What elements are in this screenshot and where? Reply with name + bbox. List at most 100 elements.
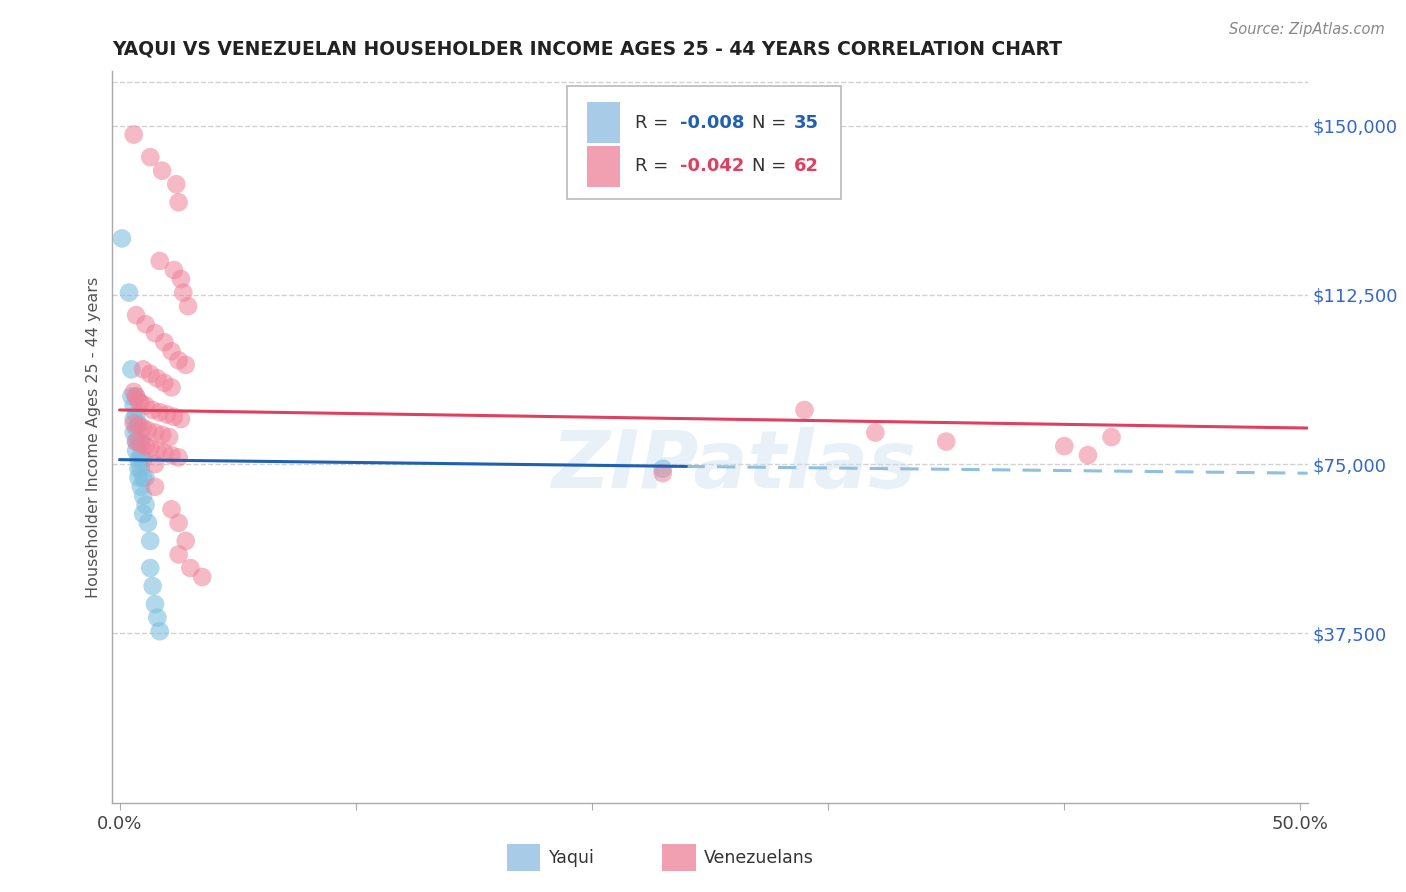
Point bbox=[1077, 448, 1099, 462]
Point bbox=[1053, 439, 1076, 453]
Point bbox=[132, 452, 155, 467]
Point bbox=[142, 403, 165, 417]
Point bbox=[127, 418, 149, 433]
Point bbox=[163, 263, 186, 277]
Point bbox=[143, 326, 166, 341]
Point bbox=[136, 516, 159, 530]
Point bbox=[170, 412, 193, 426]
Point bbox=[135, 471, 157, 485]
Point bbox=[865, 425, 887, 440]
Point bbox=[125, 389, 148, 403]
FancyBboxPatch shape bbox=[586, 146, 620, 186]
Text: N =: N = bbox=[752, 113, 792, 131]
Point bbox=[156, 408, 179, 422]
Text: YAQUI VS VENEZUELAN HOUSEHOLDER INCOME AGES 25 - 44 YEARS CORRELATION CHART: YAQUI VS VENEZUELAN HOUSEHOLDER INCOME A… bbox=[112, 39, 1063, 59]
Point bbox=[139, 533, 162, 548]
Point bbox=[122, 425, 145, 440]
Point bbox=[111, 231, 134, 245]
Point bbox=[125, 421, 148, 435]
Point bbox=[167, 548, 190, 562]
Point bbox=[125, 389, 148, 403]
Point bbox=[127, 461, 149, 475]
Point bbox=[153, 335, 176, 350]
Point bbox=[150, 427, 173, 442]
Point bbox=[165, 178, 187, 192]
Point bbox=[143, 480, 166, 494]
Point bbox=[142, 579, 165, 593]
FancyBboxPatch shape bbox=[567, 86, 842, 200]
Point bbox=[135, 317, 157, 331]
Point bbox=[149, 254, 172, 268]
Point bbox=[149, 624, 172, 639]
Point bbox=[170, 272, 193, 286]
Point bbox=[793, 403, 815, 417]
Point bbox=[149, 405, 172, 419]
Text: Source: ZipAtlas.com: Source: ZipAtlas.com bbox=[1229, 22, 1385, 37]
Point bbox=[127, 417, 149, 431]
Y-axis label: Householder Income Ages 25 - 44 years: Householder Income Ages 25 - 44 years bbox=[86, 277, 101, 598]
Point bbox=[651, 461, 673, 475]
Text: N =: N = bbox=[752, 158, 792, 176]
Text: Yaqui: Yaqui bbox=[548, 848, 595, 867]
Point bbox=[129, 434, 152, 449]
Text: R =: R = bbox=[634, 158, 673, 176]
Point bbox=[132, 362, 155, 376]
Point bbox=[132, 489, 155, 503]
Point bbox=[651, 466, 673, 480]
Point bbox=[136, 423, 159, 437]
Point bbox=[132, 507, 155, 521]
Point bbox=[143, 425, 166, 440]
Point bbox=[132, 471, 155, 485]
Point bbox=[160, 380, 183, 394]
Point bbox=[167, 450, 190, 465]
Point bbox=[122, 417, 145, 431]
Point bbox=[160, 502, 183, 516]
Point bbox=[167, 353, 190, 368]
Point bbox=[129, 480, 152, 494]
Point bbox=[122, 399, 145, 413]
Point bbox=[135, 399, 157, 413]
Point bbox=[191, 570, 214, 584]
Point bbox=[127, 434, 149, 449]
Text: 35: 35 bbox=[794, 113, 818, 131]
Point bbox=[143, 597, 166, 611]
Point bbox=[146, 443, 169, 458]
Point bbox=[174, 533, 197, 548]
Point bbox=[143, 457, 166, 471]
Point bbox=[174, 358, 197, 372]
Point bbox=[122, 128, 145, 142]
Point bbox=[122, 412, 145, 426]
Point bbox=[150, 163, 173, 178]
Point bbox=[122, 384, 145, 399]
Point bbox=[160, 344, 183, 359]
Point bbox=[118, 285, 141, 300]
Point bbox=[120, 389, 142, 403]
Point bbox=[153, 376, 176, 390]
Point bbox=[153, 446, 176, 460]
Point bbox=[125, 308, 148, 322]
Point bbox=[129, 461, 152, 475]
Point bbox=[139, 561, 162, 575]
Point bbox=[129, 437, 152, 451]
Point bbox=[135, 439, 157, 453]
Point bbox=[163, 409, 186, 424]
FancyBboxPatch shape bbox=[508, 845, 540, 871]
Point bbox=[132, 421, 155, 435]
Text: Venezuelans: Venezuelans bbox=[704, 848, 814, 867]
Point bbox=[125, 408, 148, 422]
FancyBboxPatch shape bbox=[586, 103, 620, 143]
Point bbox=[160, 448, 183, 462]
Point bbox=[177, 299, 200, 313]
Point bbox=[129, 396, 152, 410]
Point bbox=[146, 610, 169, 624]
Point bbox=[157, 430, 180, 444]
Text: -0.042: -0.042 bbox=[681, 158, 745, 176]
Point bbox=[172, 285, 194, 300]
Point bbox=[120, 362, 142, 376]
Text: -0.008: -0.008 bbox=[681, 113, 745, 131]
Point bbox=[129, 448, 152, 462]
Text: ZIPatlas: ZIPatlas bbox=[551, 427, 917, 506]
Point bbox=[127, 471, 149, 485]
FancyBboxPatch shape bbox=[662, 845, 696, 871]
Point bbox=[139, 442, 162, 456]
